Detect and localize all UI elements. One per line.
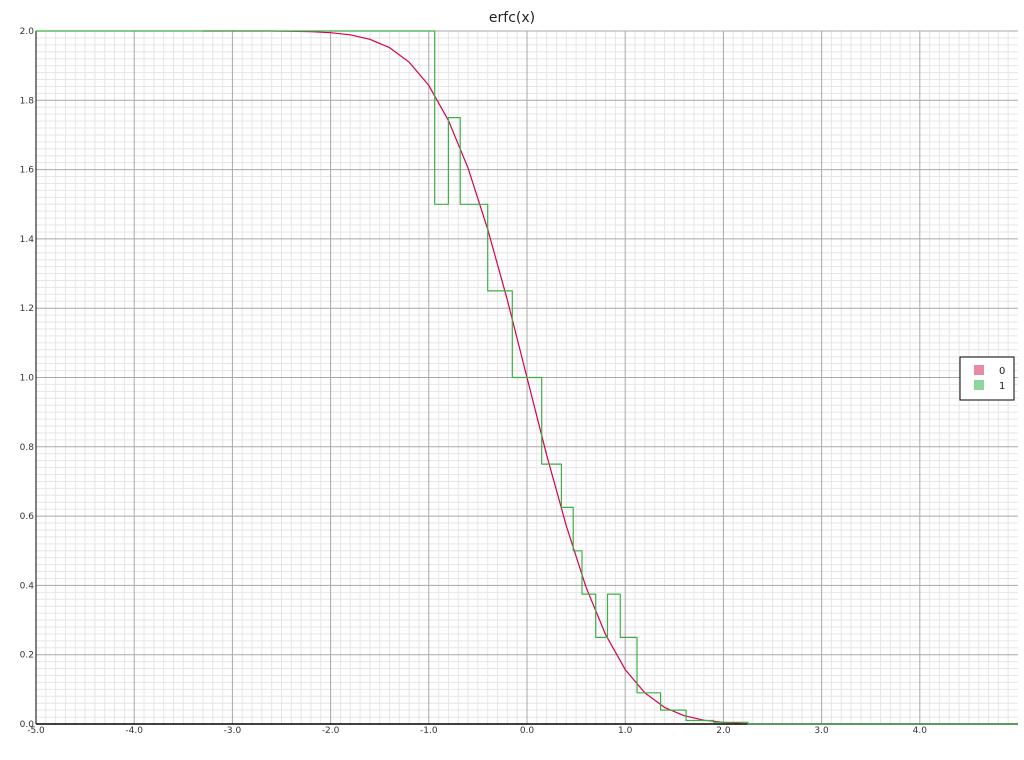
legend: 0 1: [959, 356, 1015, 401]
x-tick-label: 1.0: [618, 726, 633, 736]
x-tick-label: -1.0: [420, 726, 438, 736]
x-tick-label: -2.0: [322, 726, 340, 736]
y-tick-label: 1.6: [20, 166, 35, 176]
x-tick-label: -4.0: [125, 726, 143, 736]
y-tick-label: 0.6: [20, 512, 35, 522]
series-1-line: [36, 30, 1018, 725]
series-layer: [36, 30, 1018, 725]
x-tick-label: -3.0: [224, 726, 242, 736]
y-tick-label: 0.4: [20, 581, 35, 591]
x-tick-label: 2.0: [716, 726, 731, 736]
y-tick-label: 1.2: [20, 304, 34, 314]
y-tick-label: 1.0: [20, 374, 35, 384]
legend-box: [959, 356, 1015, 401]
x-tick-labels: -5.0 -4.0 -3.0 -2.0 -1.0 0.0 1.0 2.0 3.0 4.0: [27, 726, 927, 736]
y-tick-label: 0.8: [20, 443, 35, 453]
y-tick-label: 1.4: [20, 235, 35, 245]
legend-swatch-0: [974, 365, 984, 375]
y-tick-label: 0.0: [20, 720, 35, 730]
y-tick-label: 0.2: [20, 651, 34, 661]
x-tick-label: 0.0: [520, 726, 535, 736]
y-tick-label: 2.0: [20, 27, 35, 37]
legend-swatch-1: [974, 380, 984, 390]
legend-label-1: 1: [999, 381, 1005, 392]
chart-title: erfc(x): [489, 10, 535, 26]
x-tick-label: -5.0: [27, 726, 45, 736]
legend-label-0: 0: [999, 366, 1005, 377]
y-tick-label: 1.8: [20, 96, 35, 106]
x-tick-label: 3.0: [814, 726, 829, 736]
x-tick-label: 4.0: [913, 726, 928, 736]
y-tick-labels: 0.0 0.2 0.4 0.6 0.8 1.0 1.2 1.4 1.6 1.8 2.0: [20, 27, 35, 730]
